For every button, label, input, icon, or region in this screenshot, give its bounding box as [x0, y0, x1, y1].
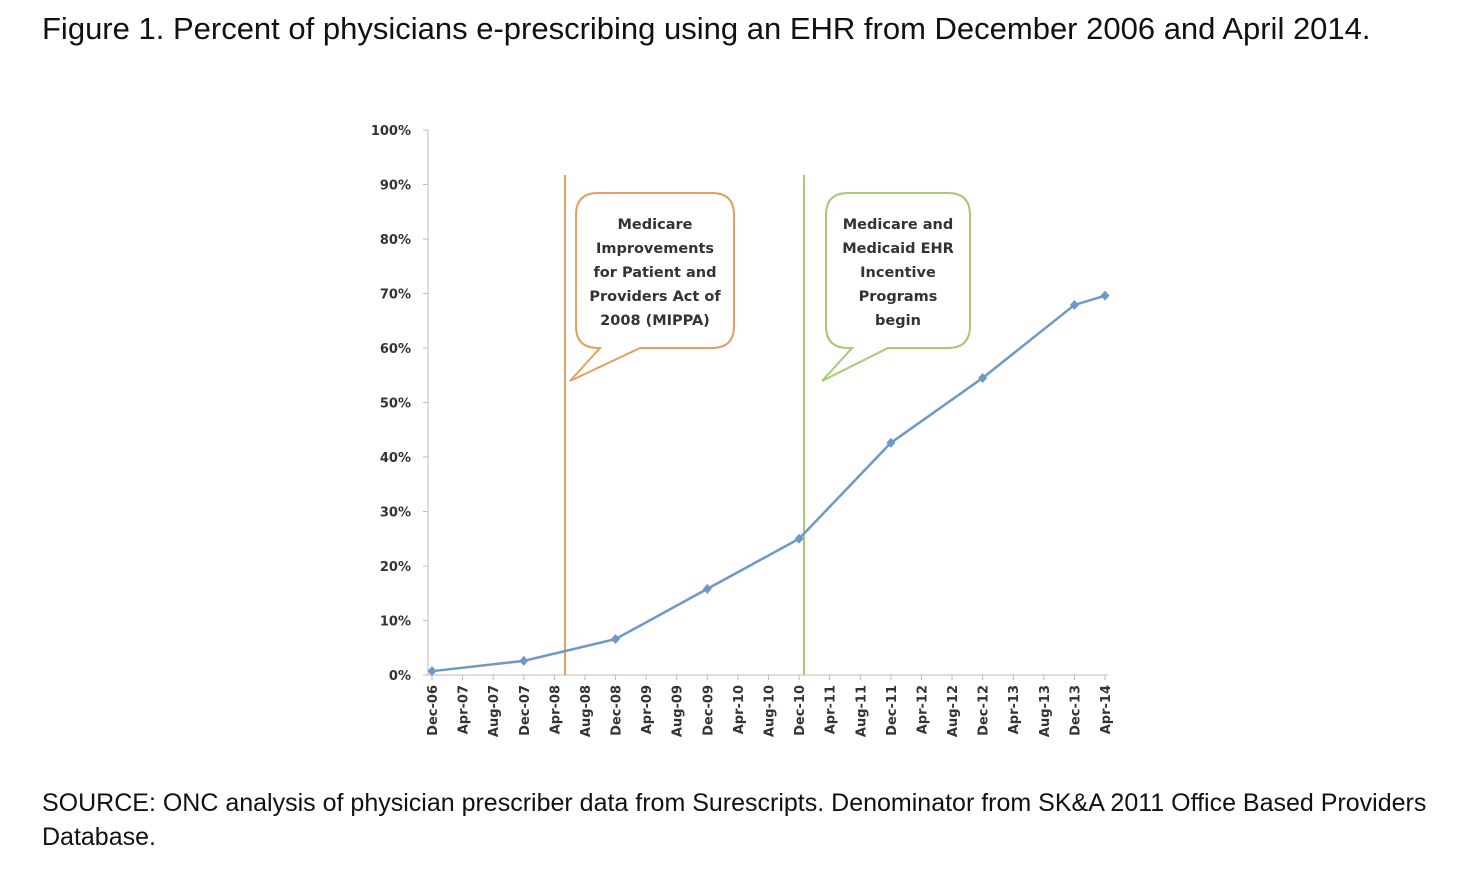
data-point — [886, 437, 896, 448]
y-tick-label: 90% — [380, 179, 411, 194]
callout — [821, 192, 971, 382]
data-point — [1100, 290, 1110, 301]
y-tick-label: 30% — [380, 506, 411, 521]
x-tick-label: Apr-12 — [915, 685, 930, 734]
x-tick-label: Aug-09 — [671, 685, 686, 737]
chart: 0% 10% 20% 30% 40% 50% 60% 70% 80% 90% 100% Dec-06 A… — [371, 124, 1114, 737]
callout-text: Medicare and — [843, 217, 954, 233]
y-tick-label: 40% — [380, 451, 411, 466]
x-tick-label: Dec-07 — [518, 685, 533, 736]
source-note: SOURCE: ONC analysis of physician prescr… — [42, 789, 1427, 851]
data-point — [702, 583, 712, 594]
y-tick-label: 20% — [380, 560, 411, 575]
data-point — [519, 655, 529, 666]
data-point — [611, 634, 621, 645]
x-tick-label: Aug-13 — [1038, 685, 1053, 737]
callout-text: begin — [875, 313, 921, 329]
callout-text: 2008 (MIPPA) — [600, 313, 710, 329]
x-tick-label: Dec-10 — [793, 685, 808, 736]
y-tick-label: 80% — [380, 233, 411, 248]
x-tick-label: Dec-08 — [610, 685, 625, 736]
x-tick-label: Apr-10 — [732, 685, 747, 734]
x-tick-label: Dec-12 — [977, 685, 992, 736]
y-tick-label: 0% — [389, 669, 411, 684]
callout — [569, 192, 735, 382]
x-tick-label: Dec-09 — [701, 685, 716, 736]
x-tick-label: Apr-07 — [457, 685, 472, 734]
y-tick-label: 60% — [380, 342, 411, 357]
y-tick-label: 50% — [380, 397, 411, 412]
y-tick-label: 100% — [371, 124, 411, 139]
callout-text: Programs — [859, 289, 938, 305]
data-point — [794, 533, 804, 544]
x-tick-label: Aug-07 — [487, 685, 502, 737]
x-tick-label: Apr-11 — [824, 685, 839, 734]
x-tick-label: Aug-12 — [946, 685, 961, 737]
x-tick-label: Dec-11 — [885, 685, 900, 736]
callout-text: Medicare — [618, 217, 693, 233]
y-tick-label: 10% — [380, 615, 411, 630]
callout-text: Providers Act of — [589, 289, 721, 305]
x-tick-label: Apr-13 — [1007, 685, 1022, 734]
x-tick-label: Aug-08 — [579, 685, 594, 737]
x-tick-label: Dec-13 — [1068, 685, 1083, 736]
x-tick-label: Apr-09 — [640, 685, 655, 734]
callout-text: for Patient and — [593, 265, 716, 281]
data-point — [427, 666, 437, 677]
callout-text: Medicaid EHR — [842, 241, 954, 257]
data-line — [431, 294, 1106, 673]
x-tick-label: Aug-11 — [854, 685, 869, 737]
callout-text: Incentive — [860, 265, 936, 281]
data-point — [1069, 299, 1079, 310]
x-tick-label: Apr-08 — [548, 685, 563, 734]
data-point — [978, 372, 988, 383]
y-tick-label: 70% — [380, 288, 411, 303]
callout-text: Improvements — [596, 241, 714, 257]
chart-title: Figure 1. Percent of physicians e-prescr… — [42, 11, 1371, 46]
x-tick-label: Dec-06 — [426, 685, 441, 736]
x-tick-label: Apr-14 — [1099, 685, 1114, 734]
x-tick-label: Aug-10 — [763, 685, 778, 737]
